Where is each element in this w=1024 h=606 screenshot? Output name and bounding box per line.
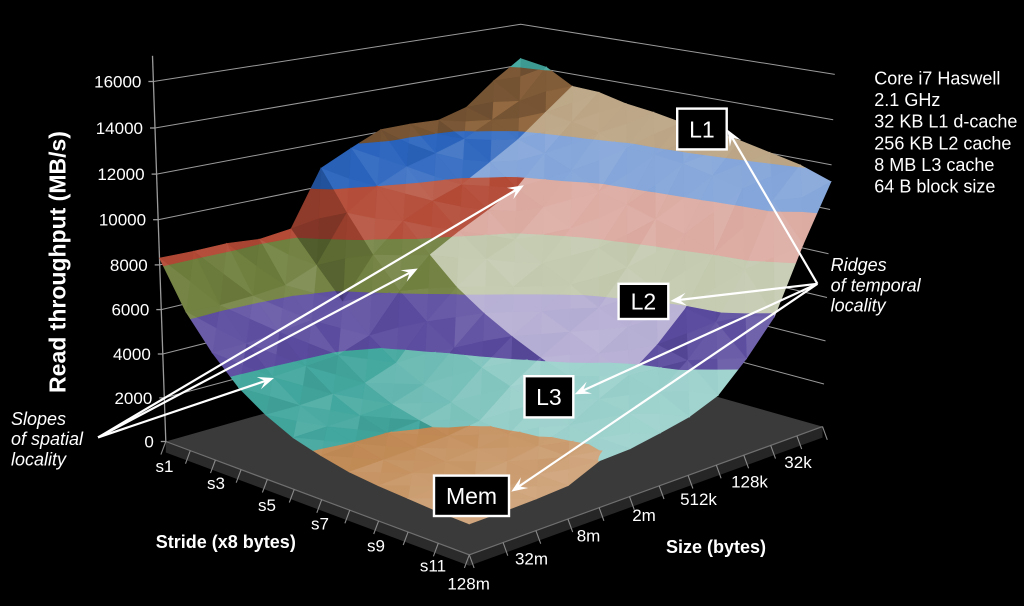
svg-text:16000: 16000 xyxy=(94,73,141,92)
svg-text:L3: L3 xyxy=(536,384,562,410)
svg-text:32k: 32k xyxy=(784,453,812,472)
svg-text:L1: L1 xyxy=(689,116,715,142)
svg-text:32 KB L1 d-cache: 32 KB L1 d-cache xyxy=(874,112,1017,132)
svg-text:2m: 2m xyxy=(632,506,656,525)
svg-text:10000: 10000 xyxy=(99,211,146,230)
svg-text:Core i7 Haswell: Core i7 Haswell xyxy=(874,69,1000,89)
svg-text:2000: 2000 xyxy=(114,389,152,408)
svg-text:8000: 8000 xyxy=(110,256,148,275)
svg-text:s1: s1 xyxy=(156,457,174,476)
svg-text:s5: s5 xyxy=(258,496,276,515)
svg-text:12000: 12000 xyxy=(97,165,144,184)
svg-text:Stride (x8 bytes): Stride (x8 bytes) xyxy=(156,532,296,552)
svg-text:32m: 32m xyxy=(515,550,548,569)
svg-text:128k: 128k xyxy=(731,472,768,491)
svg-text:Mem: Mem xyxy=(446,483,497,509)
svg-text:s9: s9 xyxy=(367,537,385,556)
svg-text:4000: 4000 xyxy=(113,345,151,364)
svg-text:Ridges: Ridges xyxy=(831,255,887,275)
svg-text:s3: s3 xyxy=(207,474,225,493)
svg-text:s11: s11 xyxy=(420,557,446,576)
svg-text:256 KB L2 cache: 256 KB L2 cache xyxy=(874,133,1011,153)
svg-text:of temporal: of temporal xyxy=(831,275,922,295)
svg-text:of spatial: of spatial xyxy=(11,429,84,449)
svg-text:Read throughput (MB/s): Read throughput (MB/s) xyxy=(45,131,71,393)
svg-text:L2: L2 xyxy=(631,289,657,315)
svg-text:Size (bytes): Size (bytes) xyxy=(666,537,766,557)
svg-text:2.1 GHz: 2.1 GHz xyxy=(874,90,940,110)
svg-text:6000: 6000 xyxy=(111,301,149,320)
svg-text:512k: 512k xyxy=(680,490,717,509)
svg-text:s7: s7 xyxy=(311,515,329,534)
svg-text:128m: 128m xyxy=(447,574,490,593)
svg-text:Slopes: Slopes xyxy=(11,409,66,429)
svg-text:14000: 14000 xyxy=(96,119,143,138)
svg-text:8 MB L3 cache: 8 MB L3 cache xyxy=(874,155,994,175)
svg-text:64 B block size: 64 B block size xyxy=(874,177,995,197)
svg-text:0: 0 xyxy=(144,433,153,452)
svg-text:8m: 8m xyxy=(577,527,601,546)
svg-text:locality: locality xyxy=(11,449,67,469)
svg-text:locality: locality xyxy=(831,295,887,315)
